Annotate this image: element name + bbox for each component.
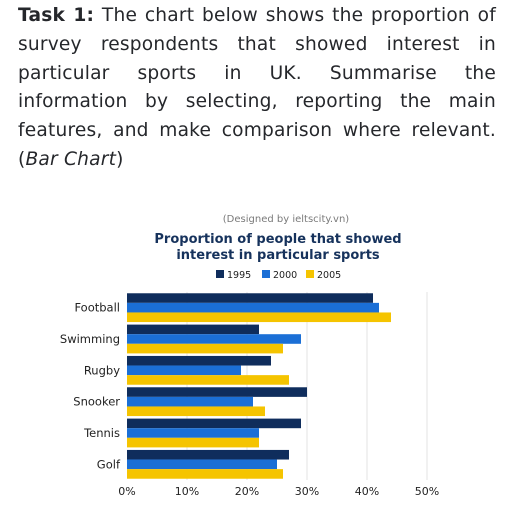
bar-golf-2005 <box>127 469 283 479</box>
chart-bars <box>127 293 391 479</box>
bar-snooker-2005 <box>127 406 265 417</box>
bar-golf-2000 <box>127 459 277 470</box>
bar-rugby-1995 <box>127 355 271 366</box>
bar-tennis-2005 <box>127 437 259 448</box>
chart-type-open: ( <box>18 148 26 170</box>
chart-title-line-1: Proportion of people that showed <box>154 232 401 247</box>
task-label: Task 1: <box>18 5 95 26</box>
x-tick-label: 20% <box>235 485 259 498</box>
bar-snooker-1995 <box>127 387 307 397</box>
bar-tennis-1995 <box>127 418 301 429</box>
bar-football-2000 <box>127 302 379 313</box>
chart-type-close: ) <box>116 148 124 170</box>
bar-chart: (Designed by ieltscity.vn) Proportion of… <box>60 214 439 498</box>
task-prompt: Task 1: The chart below shows the propor… <box>18 2 496 175</box>
bar-swimming-2005 <box>127 343 283 354</box>
chart-note: (Designed by ieltscity.vn) <box>223 214 350 225</box>
x-tick-label: 0% <box>118 485 135 498</box>
x-tick-label: 10% <box>175 485 199 498</box>
category-label-snooker: Snooker <box>73 395 120 409</box>
x-tick-label: 50% <box>415 485 439 498</box>
legend-swatch-2000 <box>262 270 270 278</box>
category-label-tennis: Tennis <box>83 426 120 440</box>
bar-rugby-2005 <box>127 375 289 385</box>
chart-legend: 1995 2000 2005 <box>216 270 341 281</box>
legend-label-2005: 2005 <box>317 270 341 281</box>
bar-football-2005 <box>127 312 391 323</box>
x-axis-ticks: 0% 10% 20% 30% 40% 50% <box>118 485 439 498</box>
chart-title-line-2: interest in particular sports <box>176 248 380 263</box>
legend-label-1995: 1995 <box>227 270 251 281</box>
chart-grid <box>186 292 428 480</box>
bar-snooker-2000 <box>127 396 253 407</box>
x-tick-label: 40% <box>355 485 379 498</box>
bar-swimming-1995 <box>127 324 259 335</box>
bar-tennis-2000 <box>127 428 259 438</box>
x-tick-label: 30% <box>295 485 319 498</box>
category-label-rugby: Rugby <box>84 363 120 377</box>
category-label-swimming: Swimming <box>60 332 120 346</box>
bar-golf-1995 <box>127 449 289 460</box>
legend-label-2000: 2000 <box>273 270 297 281</box>
bar-rugby-2000 <box>127 365 241 376</box>
chart-type-label: Bar Chart <box>25 148 117 170</box>
bar-swimming-2000 <box>127 334 301 344</box>
category-labels: Football Swimming Rugby Snooker Tennis Golf <box>60 301 121 472</box>
legend-swatch-1995 <box>216 270 224 278</box>
legend-swatch-2005 <box>306 270 314 278</box>
task-text: The chart below shows the proportion of … <box>18 5 496 142</box>
category-label-football: Football <box>74 301 120 315</box>
bar-football-1995 <box>127 293 373 303</box>
category-label-golf: Golf <box>97 457 121 471</box>
